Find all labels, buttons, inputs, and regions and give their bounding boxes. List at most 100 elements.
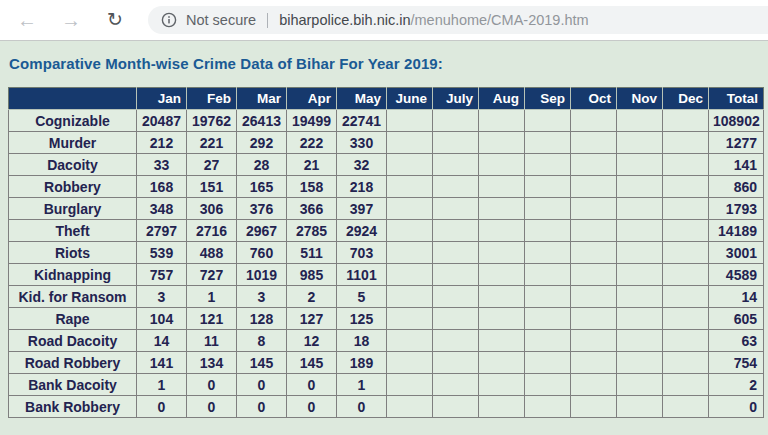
month-value-cell: 0	[187, 396, 237, 418]
month-value-cell	[525, 198, 571, 220]
month-value-cell	[571, 286, 617, 308]
month-value-cell: 0	[287, 374, 337, 396]
column-header-july: July	[433, 88, 479, 110]
month-value-cell	[617, 198, 663, 220]
month-value-cell	[571, 154, 617, 176]
info-icon[interactable]	[161, 12, 177, 28]
month-value-cell	[663, 396, 709, 418]
month-value-cell	[617, 176, 663, 198]
month-value-cell: 348	[137, 198, 187, 220]
month-value-cell	[479, 330, 525, 352]
month-value-cell: 3	[237, 286, 287, 308]
month-value-cell: 20487	[137, 110, 187, 132]
month-value-cell: 488	[187, 242, 237, 264]
month-value-cell: 2716	[187, 220, 237, 242]
month-value-cell: 125	[337, 308, 387, 330]
month-value-cell: 165	[237, 176, 287, 198]
column-header-feb: Feb	[187, 88, 237, 110]
month-value-cell	[663, 110, 709, 132]
row-label: Theft	[9, 220, 137, 242]
column-header-may: May	[337, 88, 387, 110]
column-header-aug: Aug	[479, 88, 525, 110]
table-row: Murder2122212922223301277	[9, 132, 764, 154]
month-value-cell	[617, 352, 663, 374]
month-value-cell: 19499	[287, 110, 337, 132]
month-value-cell	[433, 308, 479, 330]
total-value-cell: 860	[709, 176, 764, 198]
address-bar[interactable]: Not secure biharpolice.bih.nic.in/menuho…	[148, 6, 768, 34]
month-value-cell: 1	[137, 374, 187, 396]
month-value-cell: 12	[287, 330, 337, 352]
month-value-cell: 376	[237, 198, 287, 220]
month-value-cell	[525, 396, 571, 418]
month-value-cell: 1101	[337, 264, 387, 286]
table-row: Cognizable204871976226413194992274110890…	[9, 110, 764, 132]
month-value-cell: 366	[287, 198, 337, 220]
security-status: Not secure	[186, 12, 256, 28]
month-value-cell	[525, 132, 571, 154]
table-row: Bank Robbery000000	[9, 396, 764, 418]
month-value-cell	[433, 132, 479, 154]
month-value-cell	[479, 396, 525, 418]
month-value-cell	[525, 330, 571, 352]
month-value-cell	[663, 352, 709, 374]
month-value-cell: 5	[337, 286, 387, 308]
month-value-cell: 760	[237, 242, 287, 264]
month-value-cell: 18	[337, 330, 387, 352]
month-value-cell	[617, 242, 663, 264]
month-value-cell	[663, 330, 709, 352]
month-value-cell	[387, 352, 433, 374]
month-value-cell: 511	[287, 242, 337, 264]
crime-table: JanFebMarAprMayJuneJulyAugSepOctNovDecTo…	[8, 87, 764, 418]
month-value-cell	[525, 154, 571, 176]
month-value-cell	[387, 154, 433, 176]
month-value-cell	[387, 286, 433, 308]
month-value-cell: 8	[237, 330, 287, 352]
month-value-cell	[479, 352, 525, 374]
total-value-cell: 4589	[709, 264, 764, 286]
total-value-cell: 2	[709, 374, 764, 396]
month-value-cell	[433, 330, 479, 352]
back-icon[interactable]: ←	[14, 10, 40, 30]
month-value-cell	[571, 374, 617, 396]
month-value-cell: 1	[187, 286, 237, 308]
table-row: Theft2797271629672785292414189	[9, 220, 764, 242]
table-row: Kidnapping757727101998511014589	[9, 264, 764, 286]
table-row: Riots5394887605117033001	[9, 242, 764, 264]
month-value-cell	[433, 374, 479, 396]
month-value-cell	[663, 220, 709, 242]
table-row: Burglary3483063763663971793	[9, 198, 764, 220]
reload-icon[interactable]: ↻	[102, 10, 128, 30]
month-value-cell: 1	[337, 374, 387, 396]
month-value-cell	[387, 308, 433, 330]
month-value-cell	[479, 286, 525, 308]
row-label: Cognizable	[9, 110, 137, 132]
month-value-cell	[571, 396, 617, 418]
month-value-cell: 22741	[337, 110, 387, 132]
url-domain: biharpolice.bih.nic.in	[279, 12, 410, 28]
month-value-cell: 2785	[287, 220, 337, 242]
month-value-cell	[571, 330, 617, 352]
month-value-cell: 0	[137, 396, 187, 418]
month-value-cell	[387, 176, 433, 198]
month-value-cell	[525, 308, 571, 330]
month-value-cell	[387, 396, 433, 418]
total-value-cell: 0	[709, 396, 764, 418]
crime-table-body: Cognizable204871976226413194992274110890…	[9, 110, 764, 418]
month-value-cell: 19762	[187, 110, 237, 132]
month-value-cell: 189	[337, 352, 387, 374]
month-value-cell	[479, 110, 525, 132]
month-value-cell	[387, 374, 433, 396]
month-value-cell	[571, 176, 617, 198]
month-value-cell: 330	[337, 132, 387, 154]
month-value-cell	[387, 242, 433, 264]
total-value-cell: 63	[709, 330, 764, 352]
month-value-cell	[617, 286, 663, 308]
month-value-cell	[617, 396, 663, 418]
month-value-cell: 292	[237, 132, 287, 154]
month-value-cell	[387, 110, 433, 132]
month-value-cell: 306	[187, 198, 237, 220]
forward-icon[interactable]: →	[58, 10, 84, 30]
column-header-nov: Nov	[617, 88, 663, 110]
month-value-cell	[433, 110, 479, 132]
